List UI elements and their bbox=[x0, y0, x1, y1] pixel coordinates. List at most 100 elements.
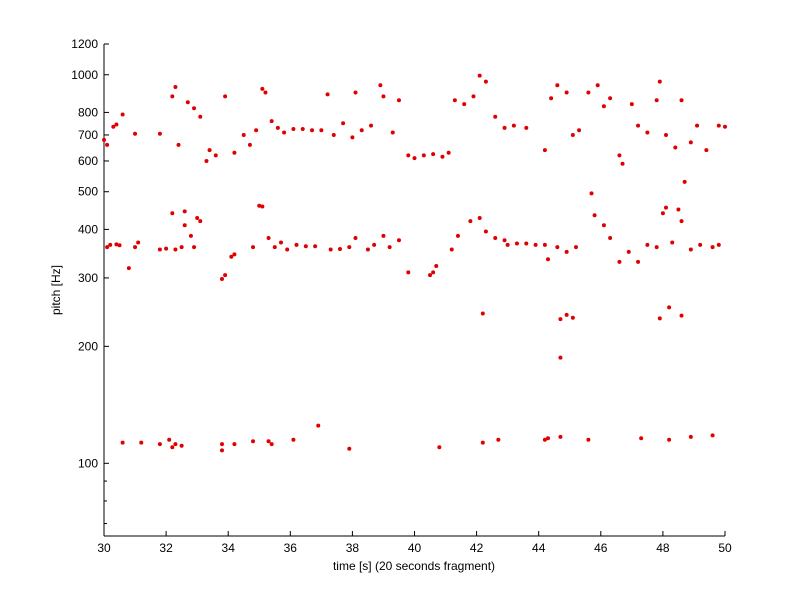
point bbox=[455, 233, 460, 238]
point bbox=[285, 247, 290, 252]
point bbox=[564, 249, 569, 254]
point bbox=[188, 233, 193, 238]
point bbox=[406, 153, 411, 158]
point bbox=[328, 247, 333, 252]
point bbox=[546, 436, 551, 441]
point bbox=[179, 443, 184, 448]
x-tick-label: 50 bbox=[718, 541, 732, 555]
point bbox=[564, 312, 569, 317]
x-tick-label: 34 bbox=[222, 541, 236, 555]
point bbox=[493, 236, 498, 241]
point bbox=[654, 98, 659, 103]
point bbox=[601, 223, 606, 228]
y-tick-label: 400 bbox=[78, 222, 98, 236]
point bbox=[133, 245, 138, 250]
point bbox=[369, 123, 374, 128]
point bbox=[716, 242, 721, 247]
point bbox=[381, 94, 386, 99]
point bbox=[257, 203, 262, 208]
point bbox=[139, 440, 144, 445]
point bbox=[198, 219, 203, 224]
point bbox=[170, 445, 175, 450]
point bbox=[182, 209, 187, 214]
point bbox=[679, 219, 684, 224]
point bbox=[636, 259, 641, 264]
point bbox=[412, 156, 417, 161]
point bbox=[232, 252, 237, 257]
point bbox=[570, 315, 575, 320]
point bbox=[260, 204, 265, 209]
y-tick-label: 100 bbox=[78, 456, 98, 470]
point bbox=[421, 153, 426, 158]
point bbox=[620, 161, 625, 166]
point bbox=[477, 215, 482, 220]
point bbox=[372, 242, 377, 247]
point bbox=[664, 132, 669, 137]
point bbox=[437, 445, 442, 450]
point bbox=[396, 238, 401, 243]
point bbox=[337, 247, 342, 252]
point bbox=[524, 241, 529, 246]
point bbox=[353, 236, 358, 241]
point bbox=[636, 123, 641, 128]
point bbox=[670, 240, 675, 245]
point bbox=[617, 259, 622, 264]
point bbox=[667, 437, 672, 442]
point bbox=[310, 128, 315, 133]
point bbox=[269, 119, 274, 124]
point bbox=[390, 130, 395, 135]
point bbox=[645, 242, 650, 247]
point bbox=[629, 102, 634, 107]
point bbox=[182, 223, 187, 228]
point bbox=[586, 90, 591, 95]
point bbox=[173, 442, 178, 447]
point bbox=[654, 245, 659, 250]
point bbox=[111, 124, 116, 129]
point bbox=[577, 128, 582, 133]
point bbox=[219, 442, 224, 447]
x-tick-label: 44 bbox=[532, 541, 546, 555]
x-tick-label: 32 bbox=[159, 541, 173, 555]
point bbox=[555, 83, 560, 88]
point bbox=[266, 439, 271, 444]
point bbox=[263, 90, 268, 95]
point bbox=[157, 247, 162, 252]
point bbox=[542, 437, 547, 442]
point bbox=[347, 245, 352, 250]
point bbox=[164, 246, 169, 251]
point bbox=[120, 440, 125, 445]
point bbox=[483, 79, 488, 84]
point bbox=[269, 442, 274, 447]
point bbox=[114, 242, 119, 247]
point bbox=[195, 215, 200, 220]
point bbox=[688, 140, 693, 145]
point bbox=[170, 211, 175, 216]
point bbox=[192, 245, 197, 250]
point bbox=[660, 211, 665, 216]
point bbox=[573, 245, 578, 250]
point bbox=[204, 158, 209, 163]
point bbox=[157, 442, 162, 447]
point bbox=[219, 448, 224, 453]
point bbox=[223, 273, 228, 278]
point bbox=[592, 213, 597, 218]
point bbox=[133, 131, 138, 136]
point bbox=[679, 98, 684, 103]
point bbox=[710, 245, 715, 250]
point bbox=[449, 247, 454, 252]
point bbox=[241, 132, 246, 137]
point bbox=[213, 153, 218, 158]
y-tick-label: 300 bbox=[78, 271, 98, 285]
point bbox=[716, 123, 721, 128]
point bbox=[428, 273, 433, 278]
point bbox=[173, 85, 178, 90]
point bbox=[341, 121, 346, 126]
point bbox=[595, 83, 600, 88]
point bbox=[378, 83, 383, 88]
point bbox=[251, 439, 256, 444]
point bbox=[564, 90, 569, 95]
point bbox=[542, 148, 547, 153]
point bbox=[608, 236, 613, 241]
point bbox=[626, 249, 631, 254]
point bbox=[440, 154, 445, 159]
